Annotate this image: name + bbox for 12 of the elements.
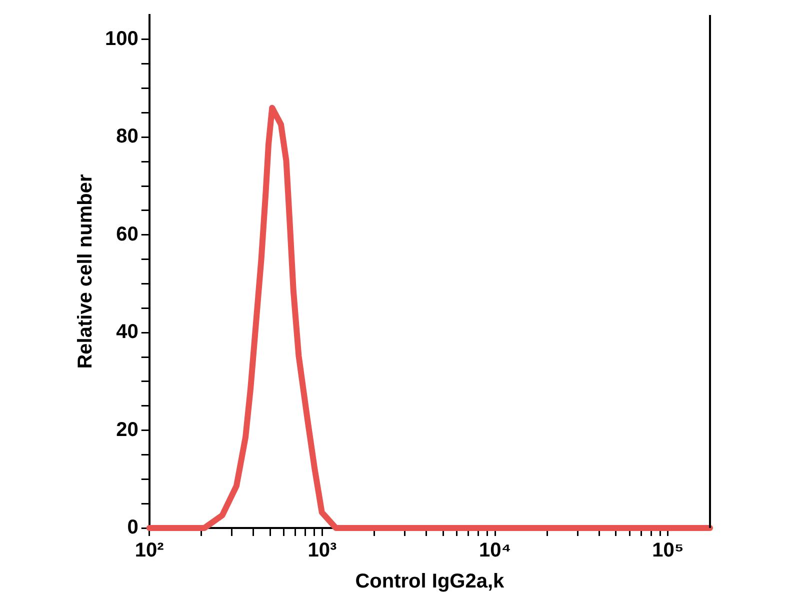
y-tick-label: 40 [116, 321, 138, 344]
x-tick-label: 10⁵ [652, 540, 684, 562]
x-tick-label: 10² [134, 540, 164, 562]
x-axis-title: Control IgG2a,k [355, 570, 506, 593]
y-tick-label: 0 [127, 516, 138, 539]
y-tick-label: 100 [104, 28, 138, 50]
y-tick-label: 80 [116, 126, 138, 148]
y-tick-label: 20 [116, 418, 138, 441]
x-tick-label: 10⁴ [479, 540, 512, 562]
x-tick-label: 10³ [308, 540, 338, 562]
y-axis-title: Relative cell number [74, 174, 97, 369]
y-tick-label: 60 [116, 223, 138, 246]
